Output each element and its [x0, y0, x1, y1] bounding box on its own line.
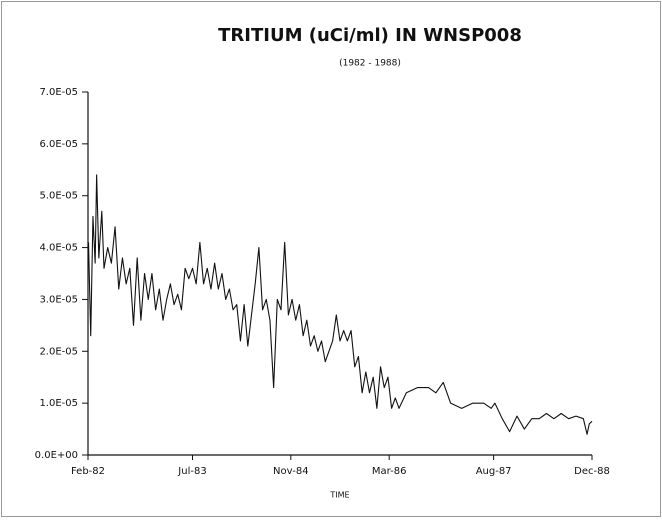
chart-title: TRITIUM (uCi/ml) IN WNSP008 [218, 25, 522, 46]
y-tick-label: 2.0E-05 [39, 346, 78, 357]
y-tick-label: 7.0E-05 [39, 87, 78, 98]
x-tick-label: Jul-83 [177, 466, 206, 477]
x-axis-label: TIME [329, 491, 349, 500]
y-tick-label: 6.0E-05 [39, 139, 78, 150]
x-tick-label: Aug-87 [476, 466, 512, 477]
chart-subtitle: (1982 - 1988) [339, 59, 401, 69]
y-tick-label: 3.0E-05 [39, 294, 78, 305]
y-tick-label: 0.0E+00 [35, 450, 78, 461]
y-tick-label: 5.0E-05 [39, 191, 78, 202]
y-tick-label: 4.0E-05 [39, 243, 78, 254]
x-tick-label: Dec-88 [574, 466, 610, 477]
data-line [87, 174, 593, 435]
x-tick-label: Mar-86 [372, 466, 407, 477]
y-tick-label: 1.0E-05 [39, 398, 78, 409]
x-tick-label: Nov-84 [273, 466, 309, 477]
x-tick-label: Feb-82 [71, 466, 105, 477]
